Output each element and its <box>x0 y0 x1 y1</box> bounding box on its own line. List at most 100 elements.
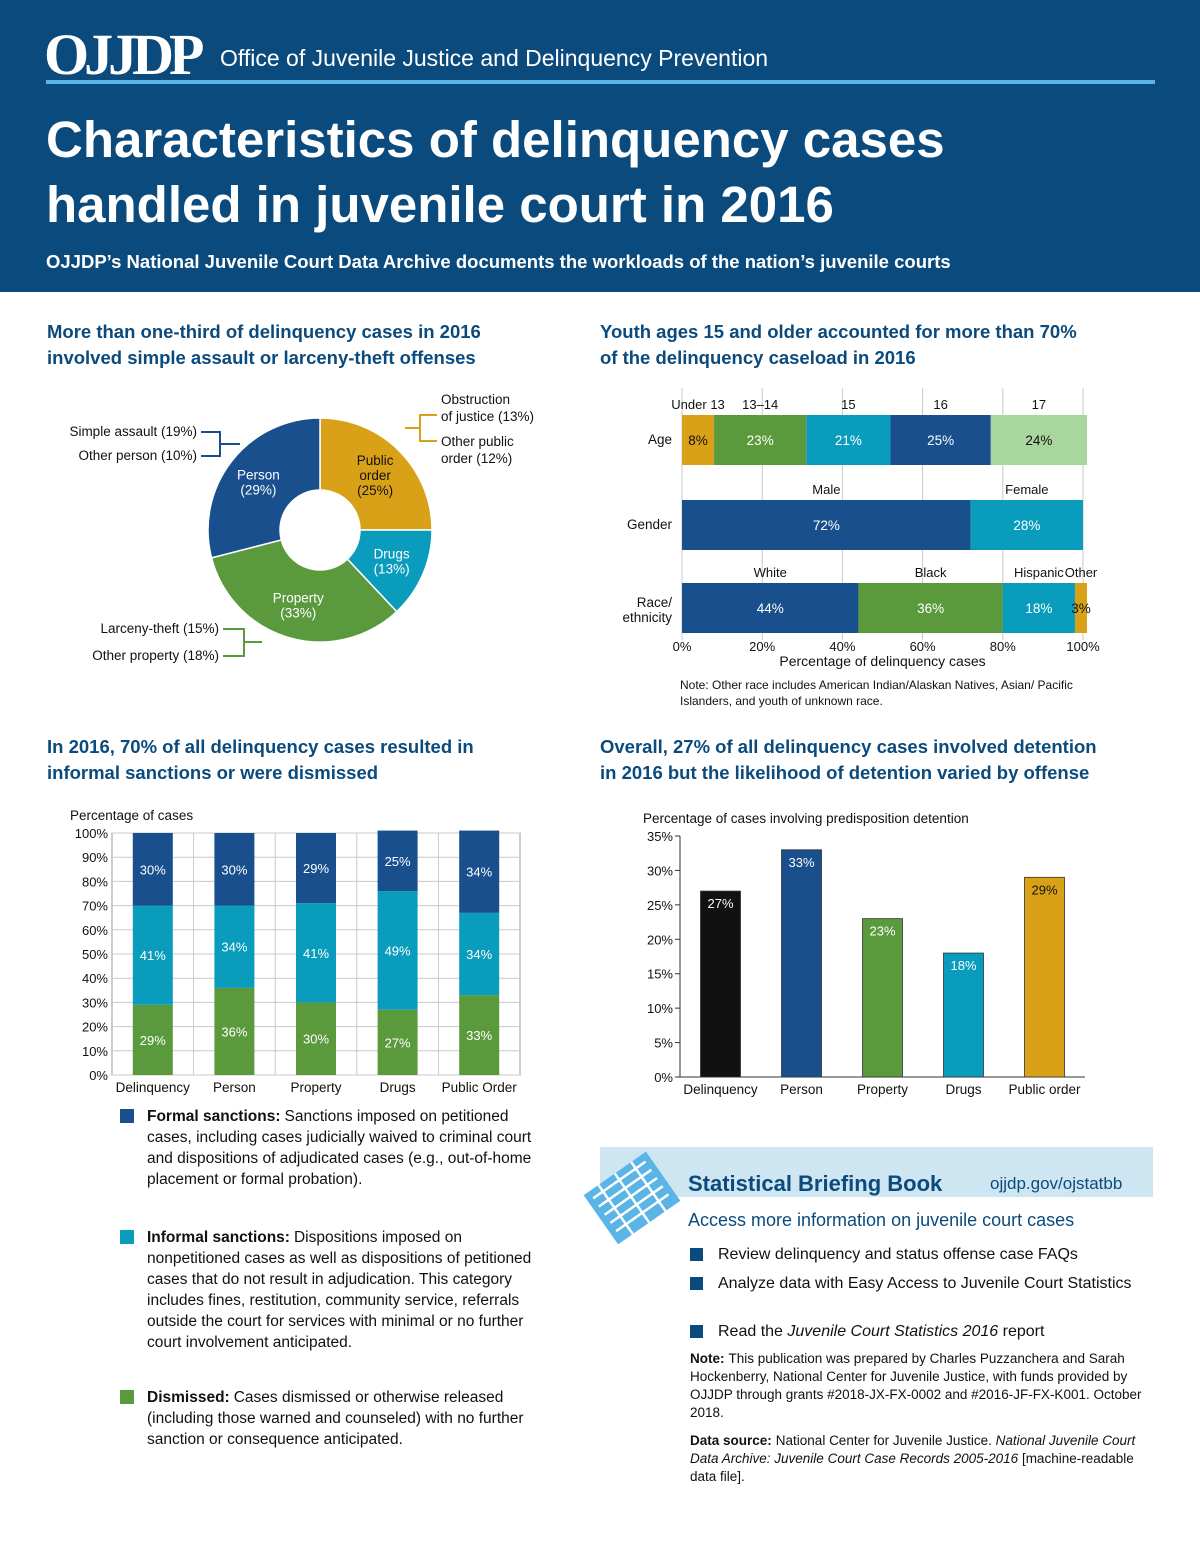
section-title: in 2016 but the likelihood of detention … <box>600 762 1089 783</box>
value-label: 29% <box>303 861 329 876</box>
y-tick-label: 0% <box>654 1070 673 1085</box>
value-label: 3% <box>1071 601 1091 616</box>
annotation: Other public <box>441 434 514 449</box>
annotation: Other property (18%) <box>92 648 219 663</box>
row-label: Gender <box>600 517 672 532</box>
bar-segment <box>377 1009 418 1075</box>
legend-name: Informal sanctions: <box>147 1229 290 1246</box>
legend-entry: Informal sanctions: Dispositions imposed … <box>147 1227 547 1353</box>
y-axis-label: Percentage of cases involving predisposi… <box>643 811 969 826</box>
segment-name: Black <box>915 565 947 580</box>
note: Note: This publication was prepared by Ch… <box>690 1350 1152 1422</box>
bar-segment <box>970 500 1083 550</box>
value-label: 72% <box>813 518 840 533</box>
value-label: 41% <box>303 946 329 961</box>
header-bg <box>0 0 1200 292</box>
row-label-text: Age <box>647 432 672 447</box>
bullet <box>690 1248 703 1261</box>
value-label: 27% <box>385 1035 411 1050</box>
x-tick-label: 100% <box>1066 639 1100 654</box>
legend-name: Formal sanctions: <box>147 1108 281 1125</box>
value-label: 18% <box>1025 601 1052 616</box>
value-label: 24% <box>1025 433 1052 448</box>
y-tick-label: 35% <box>647 829 673 844</box>
item-text: report <box>998 1323 1045 1340</box>
annotation: of justice (13%) <box>441 409 534 424</box>
y-tick-label: 10% <box>82 1044 108 1059</box>
y-tick-label: 100% <box>75 826 109 841</box>
donut-slice <box>319 417 433 531</box>
x-tick-label: Delinquency <box>116 1080 191 1095</box>
bar-segment <box>214 905 255 988</box>
bar <box>700 890 741 1078</box>
bar-segment <box>377 830 418 892</box>
bar-segment <box>990 415 1088 465</box>
x-tick-label: Drugs <box>380 1080 416 1095</box>
x-tick-label: Delinquency <box>683 1082 758 1097</box>
title: Characteristics of delinquency cases <box>46 111 945 168</box>
title: handled in juvenile court in 2016 <box>46 176 834 233</box>
section-title: of the delinquency caseload in 2016 <box>600 347 916 368</box>
value-label: 29% <box>1031 882 1057 897</box>
x-tick-label: 0% <box>673 639 692 654</box>
value-label: 34% <box>466 947 492 962</box>
bracket <box>405 414 437 442</box>
y-tick-label: 50% <box>82 947 108 962</box>
segment-name: 16 <box>933 397 947 412</box>
segment-name: Hispanic <box>1014 565 1064 580</box>
value-label: 8% <box>688 433 708 448</box>
y-tick-label: 60% <box>82 923 108 938</box>
y-tick-label: 30% <box>647 863 673 878</box>
segment-name: White <box>754 565 787 580</box>
briefing-url: ojjdp.gov/ojstatbb <box>990 1174 1122 1193</box>
x-tick-label: Person <box>213 1080 256 1095</box>
public-order-bracket <box>405 414 437 442</box>
briefing-item: Read the Juvenile Court Statistics 2016 … <box>718 1321 1138 1342</box>
y-tick-label: 80% <box>82 874 108 889</box>
x-tick-label: 60% <box>910 639 936 654</box>
item-text: Read the <box>718 1323 788 1340</box>
bar-segment <box>459 912 500 996</box>
legend-name: Dismissed: <box>147 1389 230 1406</box>
bar-segment <box>890 415 991 465</box>
bar-segment <box>858 583 1003 633</box>
note-text: National Center for Juvenile Justice. <box>775 1433 996 1448</box>
x-tick-label: 80% <box>990 639 1016 654</box>
bar-segment <box>459 995 500 1075</box>
bar-segment <box>682 500 971 550</box>
slice-value-label: (33%) <box>280 605 316 620</box>
annotation: Other person (10%) <box>78 448 197 463</box>
briefing-item: Review delinquency and status offense ca… <box>718 1244 1138 1265</box>
item-text: Review delinquency and status offense ca… <box>718 1246 1078 1263</box>
bar-segment <box>459 830 500 913</box>
value-label: 34% <box>466 865 492 880</box>
briefing-band <box>600 1147 1153 1197</box>
section-title: More than one-third of delinquency cases… <box>47 321 481 342</box>
bracket <box>201 431 240 457</box>
note: Data source: National Center for Juvenile… <box>690 1432 1152 1486</box>
legend-swatch <box>120 1390 134 1404</box>
segment-name: Other <box>1065 565 1098 580</box>
annotation: Larceny-theft (15%) <box>100 621 219 636</box>
value-label: 34% <box>221 940 247 955</box>
y-tick-label: 40% <box>82 971 108 986</box>
value-label: 36% <box>917 601 944 616</box>
x-tick-label: Property <box>290 1080 341 1095</box>
property-bracket <box>223 628 262 657</box>
slice-label: Person <box>237 468 280 483</box>
bar-segment <box>214 833 255 906</box>
y-tick-label: 30% <box>82 995 108 1010</box>
legend-entry: Formal sanctions: Sanctions imposed on pe… <box>147 1106 547 1190</box>
note-text: [machine-readable data file]. <box>690 1451 1134 1484</box>
note-label: Data source: <box>690 1433 772 1448</box>
slice-label: Public <box>357 453 394 468</box>
chart-note: Note: Other race includes American India… <box>680 677 1080 709</box>
y-axis-label: Percentage of cases <box>70 808 193 823</box>
legend-description: Dispositions imposed on nonpetitioned ca… <box>147 1229 532 1351</box>
y-tick-label: 90% <box>82 850 108 865</box>
briefing-title: Statistical Briefing Book <box>688 1171 943 1196</box>
briefing-heading: Access more information on juvenile cour… <box>688 1210 1074 1230</box>
x-tick-label: Person <box>780 1082 823 1097</box>
value-label: 29% <box>140 1033 166 1048</box>
bar <box>862 918 903 1078</box>
